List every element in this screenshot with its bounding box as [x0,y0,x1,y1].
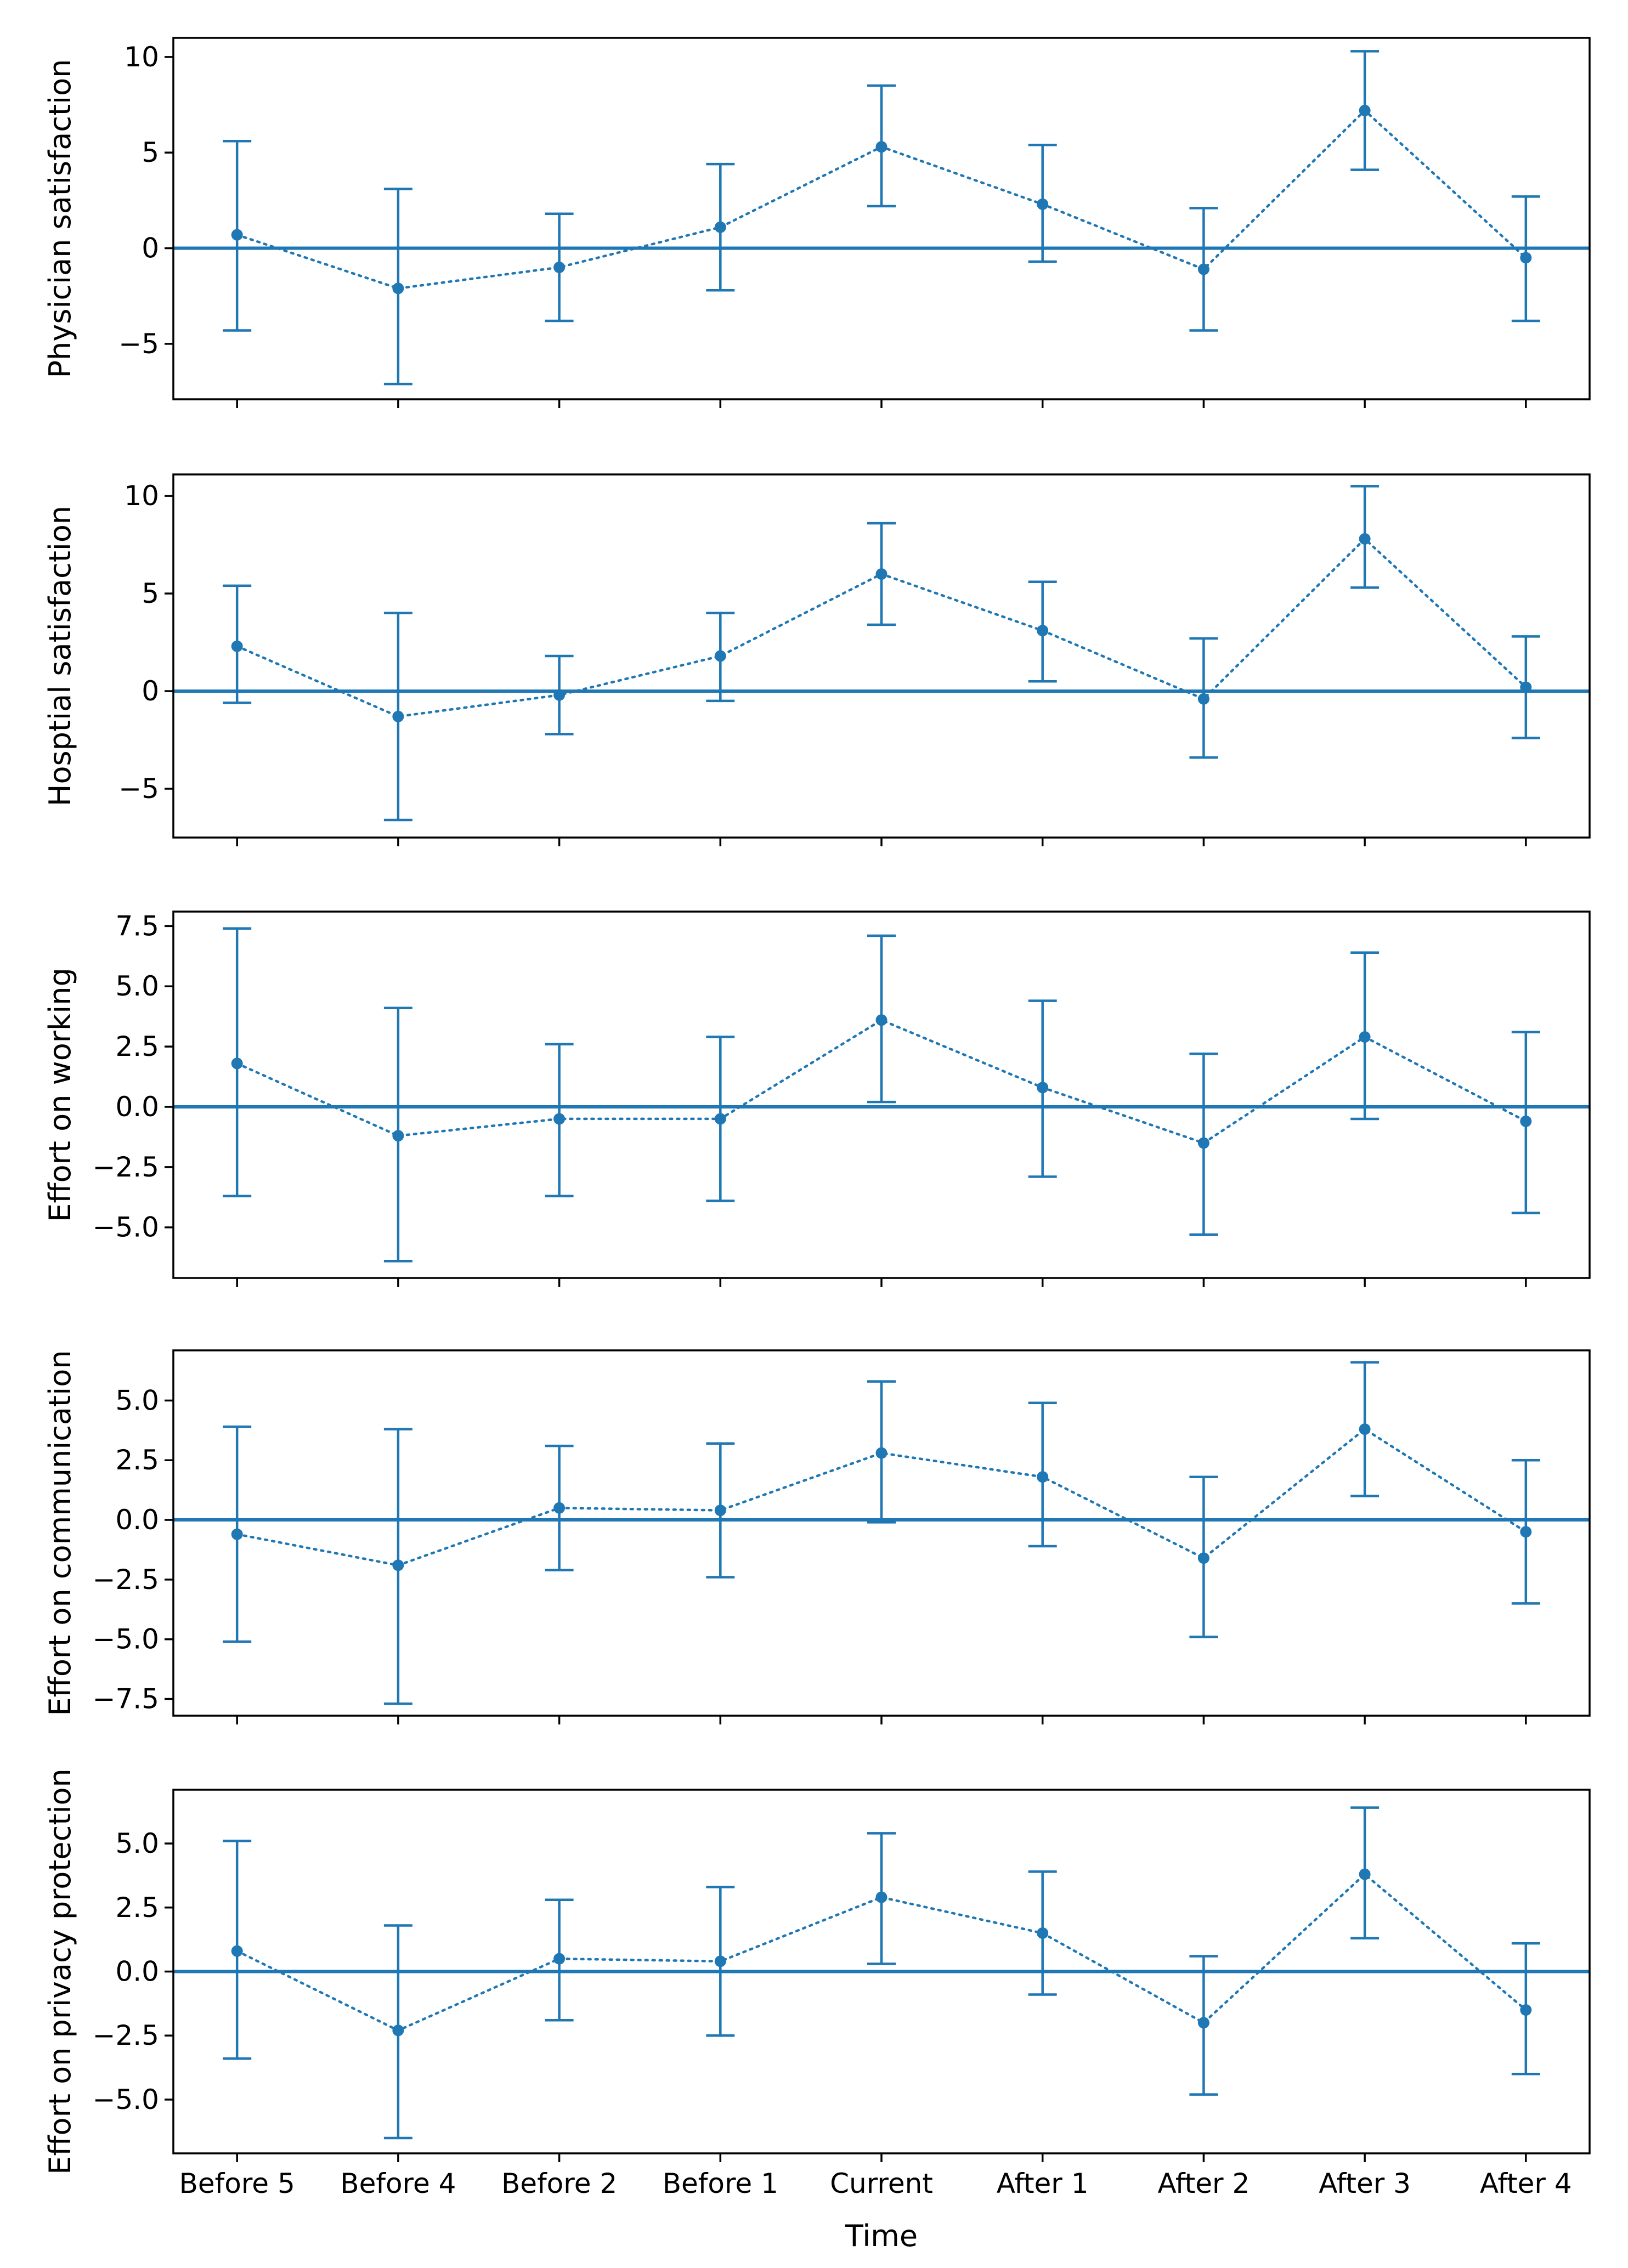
data-point [553,1502,566,1514]
data-point [1037,1927,1049,1939]
data-point [875,568,888,580]
data-point [392,2024,404,2037]
y-tick-label: −5.0 [93,2084,159,2116]
y-tick-label: 5.0 [115,1828,159,1859]
panel-2: −5 0 5 10 Hosptial satisfaction [43,473,1591,846]
data-point [1037,1082,1049,1094]
x-tick-label: After 2 [1158,2168,1250,2199]
data-point [392,1559,404,1571]
y-axis-label: Effort on privacy protection [43,1768,77,2175]
data-point [875,1014,888,1026]
y-tick-label: 0 [142,675,159,707]
y-axis-label: Effort on working [43,968,77,1222]
data-point [392,710,404,722]
y-tick-label: 5 [142,137,159,168]
x-tick-label: Before 1 [663,2168,778,2199]
data-point [714,1955,726,1967]
x-axis-label: Time [845,2219,918,2253]
y-tick-label: −5.0 [93,1624,159,1655]
y-tick-label: 0.0 [115,1504,159,1536]
data-point [714,1505,726,1517]
y-axis-label: Physician satisfaction [43,59,77,378]
y-tick-label: 7.5 [115,910,159,942]
data-point [1359,533,1371,545]
y-axis-label: Effort on communication [43,1350,77,1716]
y-tick-label: 10 [124,480,159,512]
data-point [714,1113,726,1125]
data-point [714,650,726,662]
y-tick-label: 2.5 [115,1892,159,1924]
data-point [1520,2004,1532,2016]
y-tick-label: −7.5 [93,1683,159,1715]
data-point [875,1447,888,1459]
data-point [1197,693,1209,705]
x-tick-label: Before 5 [179,2168,295,2199]
data-point [1520,1526,1532,1538]
y-tick-label: 2.5 [115,1031,159,1062]
data-point [875,1891,888,1903]
y-tick-label: −2.5 [93,2020,159,2051]
y-tick-label: −2.5 [93,1564,159,1596]
y-tick-label: 5.0 [115,1384,159,1416]
data-point [553,1113,566,1125]
data-point [553,261,566,273]
data-point [553,1953,566,1965]
y-tick-label: −2.5 [93,1151,159,1183]
data-point [1520,252,1532,264]
data-point [1520,681,1532,693]
data-point [1359,1423,1371,1435]
x-tick-label: After 1 [997,2168,1089,2199]
data-point [553,689,566,701]
data-point [1359,1031,1371,1043]
data-point [1359,104,1371,116]
data-point [231,1528,243,1540]
y-tick-label: −5 [118,773,159,805]
data-point [1520,1115,1532,1127]
x-tick-label: Before 2 [501,2168,617,2199]
x-tick-label: Before 4 [340,2168,456,2199]
data-point [1197,2017,1209,2029]
series-line [235,1873,1528,2032]
y-tick-label: 0.0 [115,1091,159,1123]
series-line [235,1019,1528,1145]
data-point [231,229,243,241]
y-axis-label: Hosptial satisfaction [43,506,77,806]
data-point [231,1057,243,1070]
panel-5: −5.0 −2.5 0.0 2.5 5.0 Before 5 Before 4 Before … [43,1768,1591,2199]
data-point [1197,1137,1209,1149]
panel-4: −7.5 −5.0 −2.5 0.0 2.5 5.0 Effort on communica… [43,1349,1591,1724]
data-point [875,141,888,153]
y-tick-label: −5 [118,328,159,360]
data-point [231,640,243,652]
data-point [1359,1868,1371,1880]
data-point [714,221,726,233]
data-point [392,1130,404,1142]
x-tick-label: After 3 [1319,2168,1411,2199]
x-tick-label: Current [830,2168,933,2199]
data-point [231,1945,243,1957]
y-tick-label: 0.0 [115,1956,159,1988]
y-tick-label: 0 [142,233,159,264]
y-tick-label: 5.0 [115,970,159,1002]
data-point [1197,263,1209,275]
data-point [1037,625,1049,637]
y-tick-label: 5 [142,578,159,609]
y-tick-label: −5.0 [93,1212,159,1243]
y-tick-label: 10 [124,41,159,73]
data-point [1037,1471,1049,1483]
series-line [235,1427,1528,1567]
panel-1: −5 0 5 10 Physician satisfaction [43,37,1591,408]
data-point [1197,1552,1209,1564]
x-tick-label: After 4 [1480,2168,1572,2199]
data-point [392,282,404,295]
panel-3: −5.0 −2.5 0.0 2.5 5.0 7.5 Effort on working [43,910,1591,1287]
y-tick-label: 2.5 [115,1444,159,1476]
data-point [1037,198,1049,210]
